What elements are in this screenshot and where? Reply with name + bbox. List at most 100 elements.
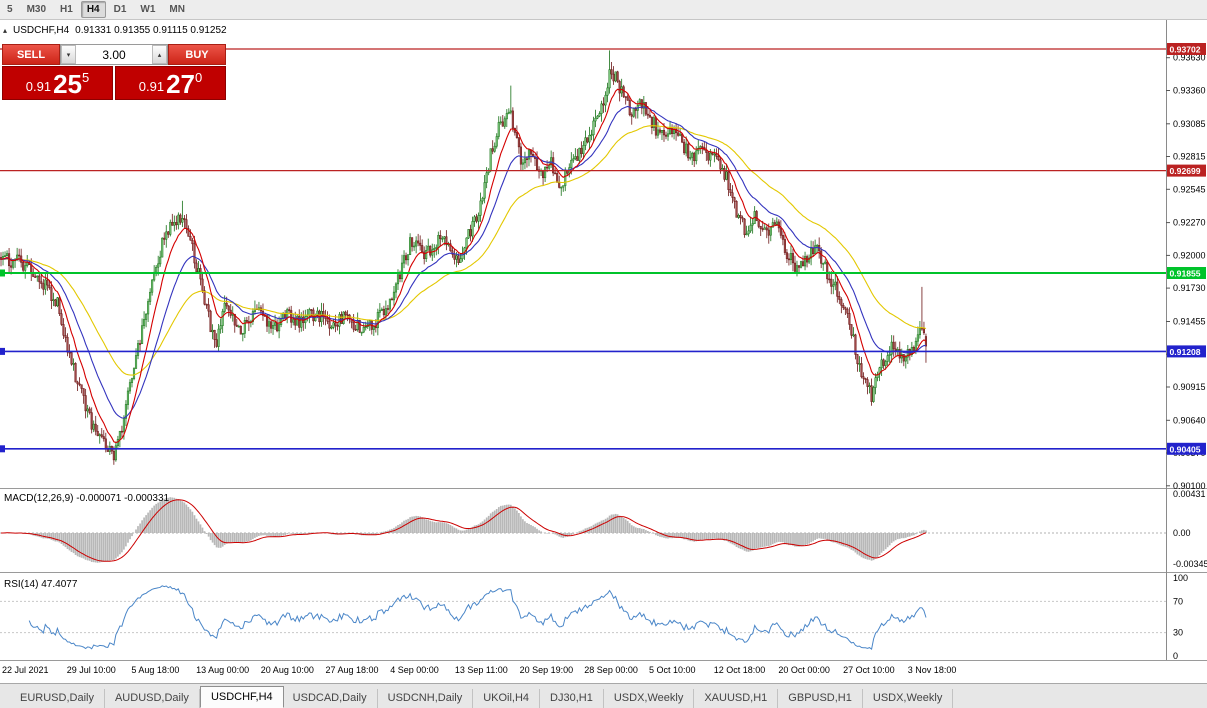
sell-price-display[interactable]: 0.91 25 5 [2,66,113,100]
price-lines-layer[interactable] [0,48,1166,453]
chart-ohlc-header: ▴ USDCHF,H4 0.91331 0.91355 0.91115 0.91… [3,25,227,36]
svg-text:22 Jul 2021: 22 Jul 2021 [2,665,49,675]
svg-text:27 Aug 18:00: 27 Aug 18:00 [326,665,379,675]
svg-text:0.90640: 0.90640 [1173,415,1206,425]
svg-text:20 Oct 00:00: 20 Oct 00:00 [778,665,830,675]
buy-price-sup: 0 [195,70,203,85]
svg-text:0.93702: 0.93702 [1170,45,1201,55]
sell-button[interactable]: SELL [2,44,60,65]
rsi-panel: RSI(14) 47.4077 100 70 30 0 [0,573,1188,661]
period-button-h1[interactable]: H1 [60,4,73,15]
svg-text:0.00431: 0.00431 [1173,489,1206,499]
svg-text:0.91855: 0.91855 [1170,269,1201,279]
svg-text:0.90915: 0.90915 [1173,382,1206,392]
ma-line-24[interactable] [0,105,927,419]
period-button-w1[interactable]: W1 [140,4,156,15]
period-button-d1[interactable]: D1 [113,4,127,15]
svg-text:0.92545: 0.92545 [1173,184,1206,194]
macd-signal-line [1,499,927,562]
svg-text:20 Aug 10:00: 20 Aug 10:00 [261,665,314,675]
volume-decrease-icon[interactable]: ▾ [61,45,76,64]
period-button-m30[interactable]: M30 [26,4,47,15]
rsi-line [28,585,927,650]
svg-text:3 Nov 18:00: 3 Nov 18:00 [908,665,957,675]
price-badge-0.92699 [1167,164,1206,177]
sell-price-prefix: 0.91 [25,79,52,94]
svg-text:28 Sep 00:00: 28 Sep 00:00 [584,665,638,675]
svg-text:0.93085: 0.93085 [1173,119,1206,129]
price-axis: 0.93630 0.93360 0.93085 0.92815 0.92545 0.922… [1166,20,1206,660]
chart-tab-usdchf-h4[interactable]: USDCHF,H4 [199,686,284,708]
volume-increase-icon[interactable]: ▴ [152,45,167,64]
chart-ohlc-values: 0.91331 0.91355 0.91115 0.91252 [75,25,227,36]
svg-text:0.92270: 0.92270 [1173,218,1206,228]
buy-price-big: 27 [166,69,195,99]
svg-text:0.93360: 0.93360 [1173,86,1206,96]
svg-text:12 Oct 18:00: 12 Oct 18:00 [714,665,766,675]
price-badge-0.93702 [1167,43,1206,55]
main-chart-svg[interactable]: 0.93630 0.93360 0.93085 0.92815 0.92545 0.922… [0,20,1207,683]
macd-panel: MACD(12,26,9) -0.000071 -0.000331 0.00431… [0,489,1207,569]
rsi-label: RSI(14) 47.4077 [4,579,78,590]
ma-line-55[interactable] [0,124,927,376]
svg-text:-0.00345: -0.00345 [1173,559,1207,569]
svg-text:0.91730: 0.91730 [1173,283,1206,293]
chart-tab-ukoil-h4[interactable]: UKOil,H4 [473,689,541,708]
svg-text:5 Oct 10:00: 5 Oct 10:00 [649,665,696,675]
svg-text:0.00: 0.00 [1173,528,1191,538]
svg-text:20 Sep 19:00: 20 Sep 19:00 [520,665,574,675]
buy-price-display[interactable]: 0.91 27 0 [115,66,226,100]
svg-text:5 Aug 18:00: 5 Aug 18:00 [131,665,179,675]
buy-price-prefix: 0.91 [138,79,165,94]
svg-text:0.93630: 0.93630 [1173,53,1206,63]
period-toolbar: 5 M30 H1 H4 D1 W1 MN [0,0,1207,20]
price-badge-0.91855 [1167,267,1206,279]
chart-tab-bar: EURUSD,Daily AUDUSD,Daily USDCHF,H4 USDCAD,… [0,683,1207,708]
chart-tab-usdx-weekly[interactable]: USDX,Weekly [863,689,954,708]
chart-window: 0.93630 0.93360 0.93085 0.92815 0.92545 0.922… [0,20,1207,683]
svg-text:0.90100: 0.90100 [1173,481,1206,491]
svg-text:29 Jul 10:00: 29 Jul 10:00 [67,665,116,675]
svg-text:0.91208: 0.91208 [1170,347,1201,357]
chart-tab-xauusd-h1[interactable]: XAUUSD,H1 [694,689,779,708]
svg-text:0.91455: 0.91455 [1173,317,1206,327]
sell-price-big: 25 [53,69,82,99]
sell-price-sup: 5 [82,70,90,85]
svg-text:30: 30 [1173,628,1183,638]
chart-symbol-period: USDCHF,H4 [13,25,70,36]
chart-tab-gbpusd-h1[interactable]: GBPUSD,H1 [778,689,863,708]
ma-line-10[interactable] [0,88,927,444]
volume-value[interactable]: 3.00 [102,47,126,62]
svg-text:27 Oct 10:00: 27 Oct 10:00 [843,665,895,675]
one-click-trading-panel: SELL ▾ 3.00 ▴ BUY 0.91 25 5 0.91 27 0 [2,44,226,100]
macd-histogram [2,497,927,563]
svg-text:0.92815: 0.92815 [1173,152,1206,162]
chart-tab-usdx-weekly[interactable]: USDX,Weekly [604,689,695,708]
chart-tab-dj30-h1[interactable]: DJ30,H1 [540,689,604,708]
svg-text:0.92000: 0.92000 [1173,250,1206,260]
candles-layer[interactable] [0,50,928,465]
chart-tab-eurusd-daily[interactable]: EURUSD,Daily [10,689,105,708]
svg-text:70: 70 [1173,596,1183,606]
chart-tab-audusd-daily[interactable]: AUDUSD,Daily [105,689,200,708]
volume-input[interactable]: ▾ 3.00 ▴ [60,44,168,65]
svg-text:0.90405: 0.90405 [1170,444,1201,454]
svg-text:13 Aug 00:00: 13 Aug 00:00 [196,665,249,675]
buy-button[interactable]: BUY [168,44,226,65]
macd-label: MACD(12,26,9) -0.000071 -0.000331 [4,493,170,504]
price-badge-0.91208 [1167,345,1206,358]
price-badge-0.90405 [1167,442,1206,455]
chart-tab-usdcad-daily[interactable]: USDCAD,Daily [283,689,378,708]
svg-text:0.92699: 0.92699 [1170,166,1201,176]
svg-text:13 Sep 11:00: 13 Sep 11:00 [455,665,508,675]
collapse-chart-icon[interactable]: ▴ [3,26,8,35]
period-button-m5[interactable]: 5 [7,4,13,15]
svg-text:0: 0 [1173,651,1178,661]
svg-text:4 Sep 00:00: 4 Sep 00:00 [390,665,439,675]
period-button-h4[interactable]: H4 [80,1,106,18]
svg-text:100: 100 [1173,573,1188,583]
chart-tab-usdcnh-daily[interactable]: USDCNH,Daily [378,689,474,708]
period-button-mn[interactable]: MN [169,4,185,15]
time-axis: 22 Jul 2021 29 Jul 10:00 5 Aug 18:00 13 Aug… [2,665,956,675]
